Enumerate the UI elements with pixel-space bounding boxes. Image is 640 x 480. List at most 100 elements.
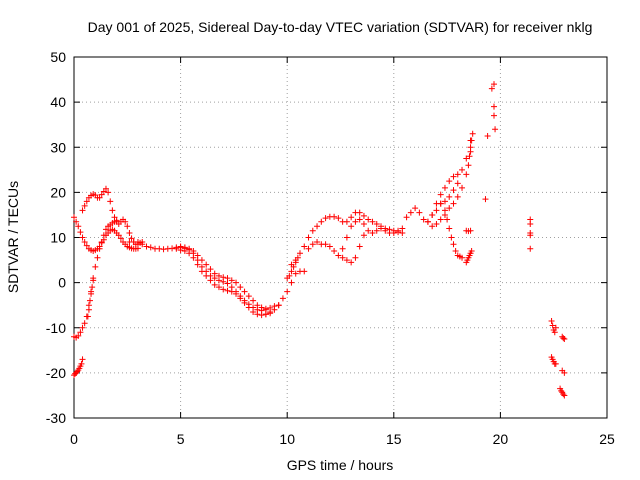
data-point: [237, 293, 244, 300]
y-tick-labels: -30 -20 -10 0 10 20 30 40 50: [46, 49, 66, 426]
data-point: [437, 216, 444, 223]
data-point: [491, 81, 498, 88]
data-point: [548, 317, 555, 324]
data-point: [301, 268, 308, 275]
data-point: [79, 324, 86, 331]
data-point: [77, 229, 84, 236]
series-track-w: [548, 317, 559, 336]
data-point: [241, 297, 248, 304]
data-point: [331, 248, 338, 255]
data-point: [467, 227, 474, 234]
plot-frame: [73, 56, 608, 419]
data-point: [250, 297, 257, 304]
data-point: [203, 261, 210, 268]
series-track-c: [71, 356, 86, 379]
data-point: [450, 200, 457, 207]
data-point: [561, 336, 568, 343]
data-point: [459, 254, 466, 261]
y-tick-label: -10: [46, 320, 66, 336]
y-tick-label: 10: [50, 230, 66, 246]
data-point: [454, 193, 461, 200]
data-point: [360, 220, 367, 227]
data-point: [369, 229, 376, 236]
data-point: [441, 198, 448, 205]
data-point: [224, 275, 231, 282]
data-point: [467, 144, 474, 151]
chart-title: Day 001 of 2025, Sidereal Day-to-day VTE…: [88, 19, 593, 35]
y-tick-label: 0: [58, 275, 66, 291]
data-point: [463, 155, 470, 162]
data-point: [237, 284, 244, 291]
data-point: [78, 360, 85, 367]
data-point: [365, 227, 372, 234]
data-point: [469, 130, 476, 137]
data-point: [75, 223, 82, 230]
x-tick-label: 10: [279, 431, 295, 447]
data-point: [181, 245, 188, 252]
data-point: [73, 218, 80, 225]
data-point: [241, 288, 248, 295]
x-tick-labels: 0 5 10 15 20 25: [70, 431, 615, 447]
data-point: [98, 239, 105, 246]
data-point: [433, 220, 440, 227]
data-point: [356, 209, 363, 216]
data-point: [143, 243, 150, 250]
data-point: [105, 189, 112, 196]
data-point: [491, 112, 498, 119]
data-point: [437, 200, 444, 207]
x-tick-label: 25: [599, 431, 615, 447]
data-point: [207, 266, 214, 273]
data-point: [348, 223, 355, 230]
data-point: [286, 272, 293, 279]
data-point: [331, 213, 338, 220]
data-point: [83, 242, 90, 249]
x-tick-label: 20: [493, 431, 509, 447]
data-point: [215, 284, 222, 291]
data-point: [79, 356, 86, 363]
data-point: [450, 187, 457, 194]
data-point: [335, 215, 342, 222]
data-point: [124, 223, 131, 230]
data-point: [373, 227, 380, 234]
data-point: [79, 234, 86, 241]
y-axis-title: SDTVAR / TECUs: [5, 181, 21, 293]
series-track-n: [399, 137, 474, 232]
data-point: [92, 263, 99, 270]
data-point: [465, 162, 472, 169]
series-track-j: [284, 254, 301, 282]
data-point: [96, 194, 103, 201]
series-track-m: [339, 216, 402, 252]
data-point: [390, 229, 397, 236]
data-point: [560, 335, 567, 342]
data-point: [318, 218, 325, 225]
series-track-d: [71, 217, 120, 341]
data-point: [424, 218, 431, 225]
data-point: [250, 304, 257, 311]
data-point: [322, 215, 329, 222]
data-point: [549, 322, 556, 329]
data-point: [309, 227, 316, 234]
data-point: [560, 391, 567, 398]
x-tick-label: 15: [386, 431, 402, 447]
data-point: [561, 369, 568, 376]
data-point: [147, 244, 154, 251]
y-tick-label: 50: [50, 49, 66, 65]
data-point: [107, 198, 114, 205]
data-point: [459, 166, 466, 173]
data-point: [245, 293, 252, 300]
data-point: [139, 241, 146, 248]
data-point: [215, 277, 222, 284]
series-track-x: [548, 354, 559, 367]
data-point: [326, 243, 333, 250]
data-point: [314, 239, 321, 246]
data-point: [122, 218, 129, 225]
data-point: [109, 207, 116, 214]
data-point: [190, 250, 197, 257]
series-track-b: [79, 185, 146, 248]
data-point: [79, 207, 86, 214]
data-point: [444, 216, 451, 223]
data-point: [207, 272, 214, 279]
data-point: [437, 191, 444, 198]
data-point: [561, 392, 568, 399]
